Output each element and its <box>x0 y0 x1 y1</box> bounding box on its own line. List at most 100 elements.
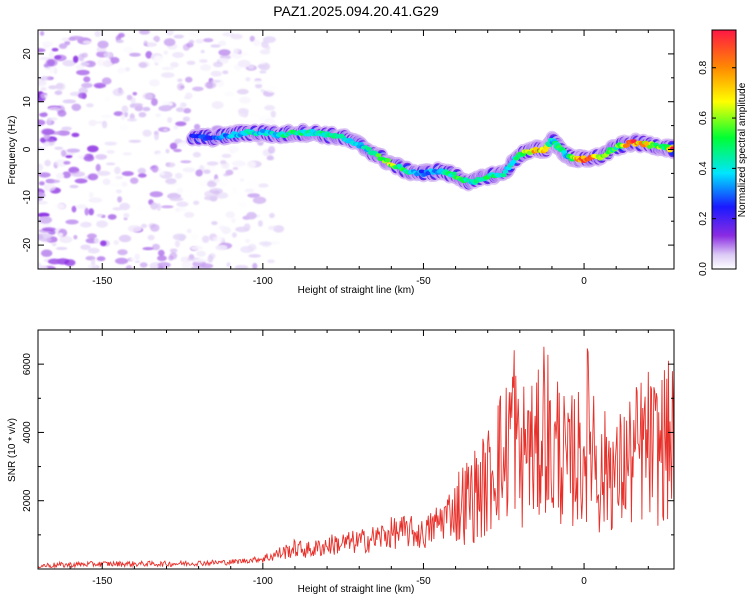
noise-blob <box>105 162 116 166</box>
noise-blob <box>55 83 64 89</box>
noise-blob <box>214 178 220 183</box>
noise-blob <box>54 146 64 150</box>
noise-blob <box>87 263 99 269</box>
noise-blob <box>177 78 183 83</box>
y-tick-label: -10 <box>22 190 33 205</box>
noise-blob <box>218 49 231 56</box>
noise-blob <box>38 216 53 224</box>
noise-blob <box>231 232 237 238</box>
noise-blob <box>246 160 257 169</box>
colorbar-label: Normalized spectral amplitude <box>737 82 748 217</box>
noise-blob <box>128 139 142 143</box>
noise-blob <box>221 226 231 235</box>
noise-blob <box>245 77 251 82</box>
noise-blob <box>164 105 171 109</box>
noise-blob <box>237 59 251 68</box>
noise-blob <box>101 77 112 85</box>
noise-blob <box>116 39 124 43</box>
noise-blob <box>247 193 261 198</box>
noise-blob <box>106 150 115 154</box>
noise-blob <box>78 53 85 62</box>
y-tick-label: 20 <box>22 48 33 60</box>
signal-core <box>451 171 457 176</box>
noise-blob <box>39 92 49 99</box>
noise-blob <box>130 177 139 184</box>
noise-blob <box>204 81 217 89</box>
x-tick-label: -50 <box>416 276 431 287</box>
noise-blob <box>40 31 45 36</box>
noise-blob <box>97 170 111 176</box>
noise-blob <box>246 211 257 220</box>
noise-blob <box>78 87 88 95</box>
noise-blob <box>112 88 125 97</box>
noise-blob <box>258 60 266 66</box>
noise-blob <box>95 163 101 172</box>
noise-blob <box>206 161 219 166</box>
noise-blob <box>142 129 152 137</box>
noise-blob <box>267 225 277 231</box>
noise-blob <box>163 50 168 55</box>
signal-core <box>510 159 517 164</box>
noise-blob <box>185 92 193 100</box>
noise-blob <box>137 167 146 174</box>
noise-blob <box>38 196 43 202</box>
noise-blob <box>161 72 175 78</box>
noise-blob <box>127 225 142 233</box>
colorbar-tick-label: 0.2 <box>698 211 709 225</box>
noise-blob <box>41 227 56 232</box>
noise-blob <box>65 154 73 159</box>
noise-blob <box>142 106 151 112</box>
noise-blob <box>96 256 106 262</box>
noise-blob <box>230 33 243 40</box>
noise-blob <box>249 35 255 42</box>
noise-blob <box>100 114 113 119</box>
noise-blob <box>88 208 94 216</box>
noise-blob <box>48 117 58 121</box>
noise-blob <box>131 103 144 107</box>
noise-blob <box>223 91 235 97</box>
noise-blob <box>200 64 212 71</box>
noise-blob <box>38 265 48 269</box>
noise-blob <box>39 112 48 118</box>
noise-blob <box>217 181 227 187</box>
noise-blob <box>76 204 87 210</box>
noise-blob <box>119 202 131 211</box>
noise-blob <box>188 30 200 37</box>
noise-blob <box>87 247 100 254</box>
noise-blob <box>219 58 229 64</box>
noise-blob <box>258 241 272 246</box>
noise-blob <box>260 89 266 93</box>
noise-blob <box>96 213 104 218</box>
noise-blob <box>132 91 138 96</box>
y-tick-label: 0 <box>22 146 33 152</box>
signal-core <box>375 153 382 158</box>
noise-blob <box>151 165 159 173</box>
noise-blob <box>149 191 163 198</box>
noise-blob <box>207 254 214 263</box>
noise-blob <box>54 55 62 60</box>
noise-blob <box>155 113 162 118</box>
noise-blob <box>54 203 66 210</box>
noise-blob <box>38 142 42 147</box>
noise-blob <box>102 60 113 68</box>
noise-blob <box>69 35 84 41</box>
noise-blob <box>195 169 203 177</box>
noise-blob <box>43 183 56 192</box>
noise-blob <box>239 96 251 104</box>
noise-blob <box>153 35 161 43</box>
noise-blob <box>182 167 196 173</box>
noise-blob <box>62 99 77 104</box>
noise-blob <box>150 202 159 210</box>
noise-blob <box>270 110 276 118</box>
noise-blob <box>41 249 53 257</box>
snr-frame <box>37 329 675 570</box>
noise-blob <box>147 234 155 241</box>
noise-blob <box>66 148 81 153</box>
noise-blob <box>189 39 195 45</box>
noise-blob <box>39 181 45 186</box>
noise-blob <box>107 214 117 220</box>
noise-blob <box>61 126 72 131</box>
noise-blob <box>168 255 174 261</box>
noise-blob <box>93 237 99 244</box>
